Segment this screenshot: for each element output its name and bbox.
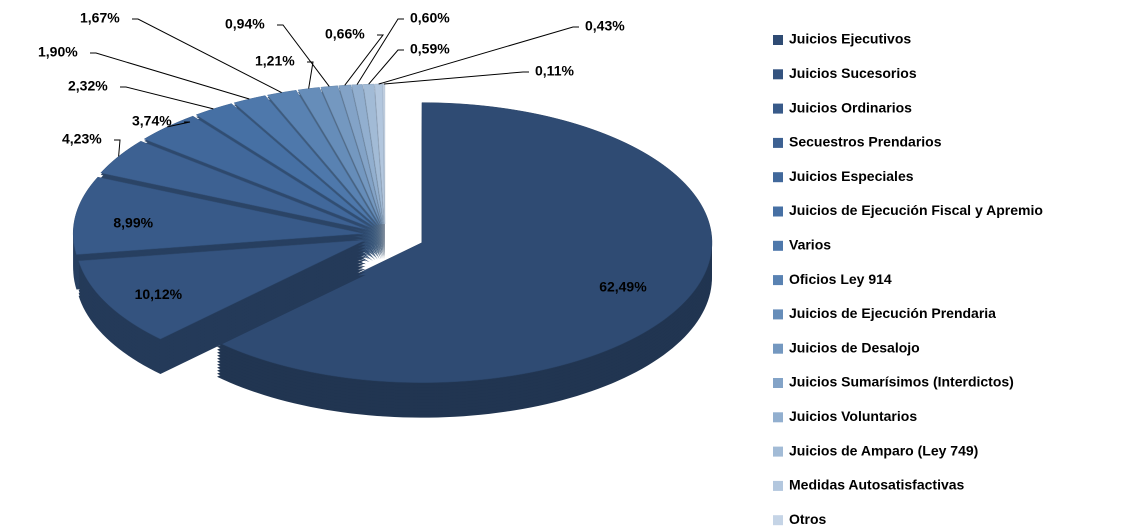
data-label: 10,12%: [135, 286, 183, 302]
data-label: 0,59%: [410, 41, 450, 57]
slice: [266, 90, 378, 225]
legend-label: Oficios Ley 914: [789, 271, 892, 287]
data-label: 0,11%: [535, 63, 574, 79]
data-label: 0,66%: [325, 26, 365, 42]
slice-side: [363, 86, 384, 227]
leader-line: [132, 18, 282, 93]
legend-swatch: [773, 309, 783, 320]
data-label: 0,94%: [225, 16, 265, 32]
data-label: 1,21%: [255, 53, 295, 69]
slice: [195, 103, 374, 227]
slice: [100, 140, 367, 230]
legend-label: Juicios Especiales: [789, 168, 914, 184]
legend-label: Medidas Autosatisfactivas: [789, 477, 965, 493]
legend-swatch: [773, 172, 783, 183]
data-label: 1,67%: [80, 10, 120, 26]
legend-swatch: [773, 378, 783, 388]
legend-swatch: [773, 412, 783, 423]
legend-label: Juicios de Desalojo: [789, 339, 920, 355]
slice: [338, 84, 383, 225]
legend-swatch: [773, 343, 783, 354]
legend-swatch: [773, 206, 783, 217]
slice: [78, 239, 366, 340]
slice: [374, 83, 385, 225]
leader-line: [378, 26, 579, 85]
legend-swatch: [773, 103, 783, 114]
leader-line: [90, 52, 250, 100]
leader-line: [167, 121, 191, 128]
leader-line: [114, 139, 121, 157]
legend-label: Juicios Sucesorios: [789, 65, 917, 81]
legend-swatch: [773, 515, 783, 526]
legend-label: Otros: [789, 511, 827, 527]
legend-label: Juicios de Ejecución Prendaria: [789, 305, 996, 321]
legend-label: Juicios Voluntarios: [789, 408, 917, 424]
legend-label: Juicios de Ejecución Fiscal y Apremio: [789, 202, 1043, 218]
slice-side: [351, 86, 384, 227]
slice-side: [338, 86, 383, 227]
legend-label: Varios: [789, 237, 831, 253]
data-label: 0,43%: [585, 18, 625, 34]
legend-swatch: [773, 480, 783, 491]
legend-label: Juicios Sumarísimos (Interdictos): [789, 374, 1014, 390]
leader-line: [277, 24, 330, 87]
legend-label: Juicios Ejecutivos: [789, 31, 911, 47]
leader-line: [307, 61, 314, 89]
slice: [233, 95, 376, 226]
leader-line: [344, 34, 385, 86]
leader-line: [368, 49, 404, 85]
data-label: 2,32%: [68, 78, 108, 94]
legend-label: Juicios de Amparo (Ley 749): [789, 442, 978, 458]
legend-swatch: [773, 446, 783, 457]
data-label: 8,99%: [113, 214, 153, 230]
leader-line: [383, 71, 529, 85]
data-label: 4,23%: [62, 131, 102, 147]
data-label: 62,49%: [599, 279, 647, 295]
legend-label: Juicios Ordinarios: [789, 99, 912, 115]
slice: [143, 115, 370, 228]
legend-label: Secuestros Prendarios: [789, 134, 942, 150]
legend-swatch: [773, 275, 783, 286]
slice: [297, 87, 380, 225]
pie: [72, 83, 713, 418]
leader-line: [356, 18, 404, 85]
slice: [72, 176, 364, 255]
data-label: 0,60%: [410, 10, 450, 26]
slice: [216, 102, 713, 383]
data-label: 1,90%: [38, 44, 78, 60]
legend-swatch: [773, 35, 783, 45]
legend-swatch: [773, 137, 783, 148]
legend-swatch: [773, 69, 783, 80]
leader-line: [120, 86, 214, 110]
legend-swatch: [773, 240, 783, 251]
data-label: 3,74%: [132, 113, 172, 129]
slice-side: [320, 87, 382, 227]
